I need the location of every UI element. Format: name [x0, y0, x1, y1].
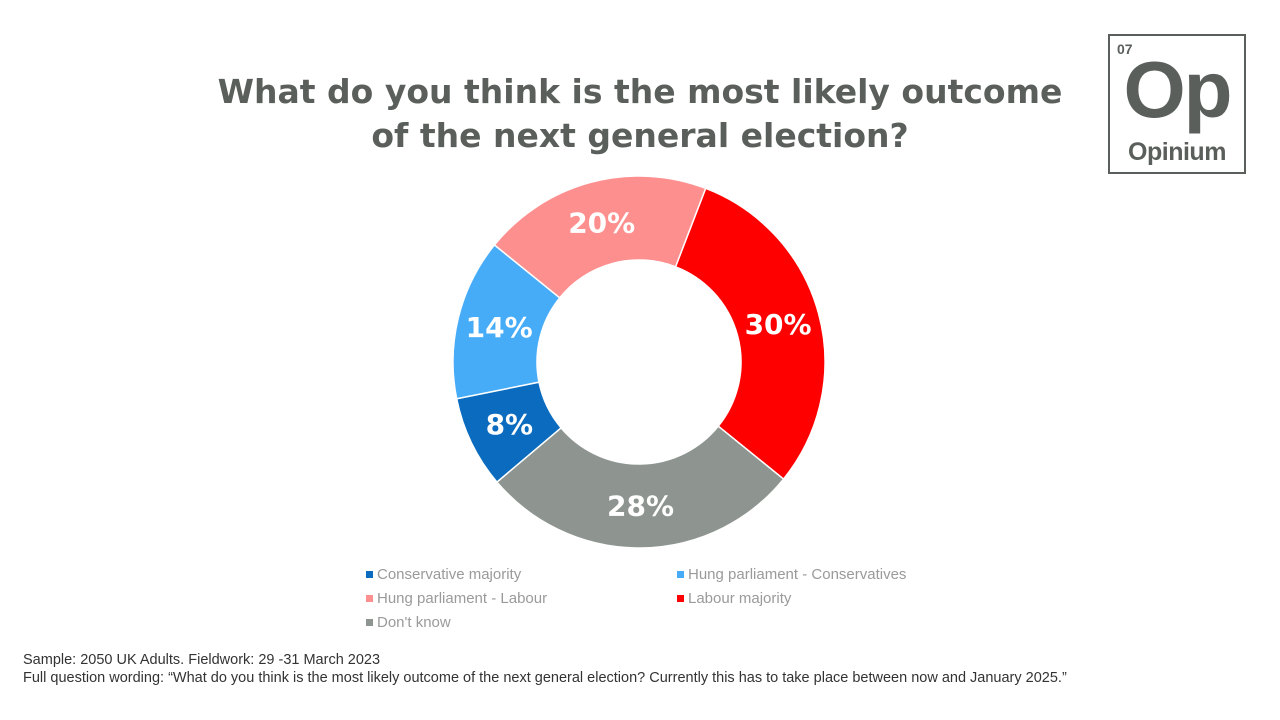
footer-sample: Sample: 2050 UK Adults. Fieldwork: 29 -3…	[23, 652, 381, 668]
slice-label-don-t-know: 28%	[607, 489, 674, 522]
chart-title: What do you think is the most likely out…	[200, 70, 1080, 158]
slice-hung-parliament-labour	[493, 175, 707, 299]
chart-title-line-1: What do you think is the most likely out…	[217, 72, 1063, 111]
footer-question: Full question wording: “What do you thin…	[23, 670, 1067, 686]
slice-labour-majority	[674, 187, 826, 481]
logo-symbol: Op	[1123, 45, 1232, 134]
slice-label-conservative-majority: 8%	[486, 408, 534, 441]
footer: Sample: 2050 UK Adults. Fieldwork: 29 -3…	[23, 651, 1067, 687]
logo-number: 07	[1117, 41, 1133, 57]
chart-title-line-2: of the next general election?	[371, 116, 909, 155]
slice-label-labour-majority: 30%	[745, 308, 812, 341]
slice-label-hung-parliament-labour: 20%	[568, 206, 635, 239]
slice-don-t-know	[495, 425, 785, 549]
opinium-logo: 07 Op Opinium	[1108, 34, 1246, 174]
logo-name: Opinium	[1128, 138, 1226, 166]
slice-label-hung-parliament-conservatives: 14%	[466, 311, 533, 344]
